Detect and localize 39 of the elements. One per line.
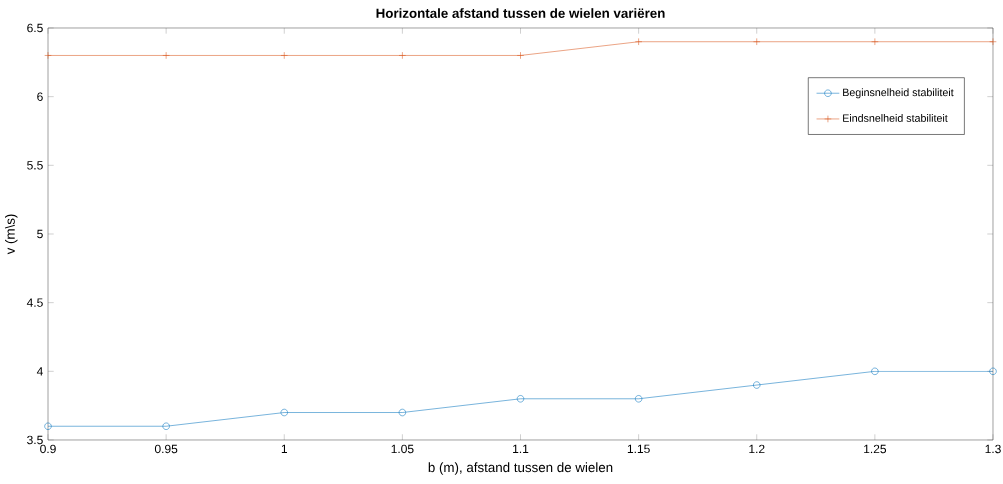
y-tick-label: 4 [36,367,43,376]
x-tick-label: 1.3 [985,444,1001,454]
x-tick-label: 0.95 [154,444,178,454]
y-axis-title: v (m\s) [5,214,18,255]
point [398,408,406,417]
y-tick-label: 4.5 [26,298,43,307]
x-tick-label: 1.1 [513,444,529,453]
point [635,395,643,403]
point [280,408,288,417]
x-tick-label: 0.9 [40,444,56,454]
point [635,38,643,46]
point [871,38,879,46]
y-tick-label: 6 [37,92,43,101]
point [516,395,525,403]
point [280,51,288,60]
point [44,51,52,60]
x-tick-label: 1.2 [749,444,765,454]
legend-label: Eindsnelheid stabiliteit [843,114,948,122]
x-axis-title: b (m), afstand tussen de wielen [428,462,613,475]
x-tick-label: 1.15 [627,444,650,454]
x-tick-label: 1.05 [391,444,414,454]
point [753,38,761,46]
chart-title: Horizontale afstand tussen de wielen variëren [376,8,665,18]
x-tick-label: 1.25 [864,444,887,454]
point [871,367,879,375]
y-tick-label: 6.5 [27,23,43,33]
point [162,422,170,430]
legend-label: Beginsnelheid stabiliteit [843,88,954,99]
point [989,367,997,375]
y-tick-label: 5 [37,229,43,239]
point [989,38,997,46]
point [44,422,52,430]
point [162,51,170,60]
point [516,51,525,60]
y-tick-label: 5.5 [27,161,43,170]
point [398,51,406,60]
y-tick-label: 3.5 [27,435,43,445]
x-tick-label: 1 [281,444,288,453]
point [753,381,761,389]
